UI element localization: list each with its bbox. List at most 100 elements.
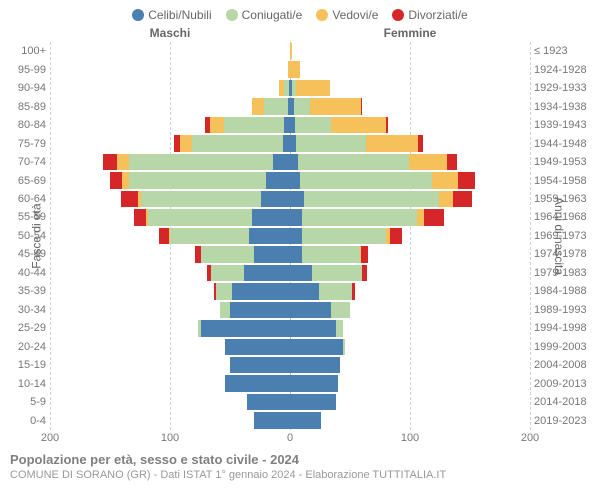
male-bar [214,283,290,299]
x-tick-label: 100 [401,432,419,444]
male-bar [279,80,290,96]
bar-segment [273,154,290,170]
bar-segment [312,265,362,281]
bar-segment [290,412,321,428]
pyramid-row [50,356,530,374]
male-bar [205,117,290,133]
bar-segment [290,172,300,188]
age-label: 15-19 [0,356,50,374]
female-bar [290,154,457,170]
legend-swatch [392,9,404,21]
male-bar [247,394,290,410]
pyramid-row [50,79,530,97]
population-pyramid-chart: Celibi/NubiliConiugati/eVedovi/eDivorzia… [0,0,600,500]
bar-segment [148,209,251,225]
chart-subtitle: COMUNE DI SORANO (GR) - Dati ISTAT 1° ge… [10,469,590,481]
bar-segment [180,135,192,151]
male-bar [254,412,290,428]
bar-segment [266,172,290,188]
bar-segment [254,246,290,262]
bar-segment [129,172,266,188]
bar-segment [290,154,298,170]
male-bar [207,265,290,281]
bar-segment [458,172,475,188]
age-label: 65-69 [0,171,50,189]
x-tick-label: 200 [521,432,539,444]
female-bar [290,191,472,207]
chart-title: Popolazione per età, sesso e stato civil… [10,452,590,467]
bar-segment [170,228,249,244]
birth-label: 2004-2008 [530,356,600,374]
female-bar [290,302,350,318]
legend-swatch [226,9,238,21]
bar-segment [121,191,138,207]
age-label: 80-84 [0,116,50,134]
bars-area [50,42,530,430]
bar-segment [290,357,340,373]
bar-segment [296,135,366,151]
bar-segment [224,117,284,133]
female-bar [290,43,292,59]
bar-segment [300,172,432,188]
bar-segment [290,61,300,77]
bar-segment [361,98,362,114]
x-tick-label: 0 [287,432,293,444]
bar-segment [409,154,447,170]
female-bar [290,98,362,114]
age-label: 70-74 [0,153,50,171]
female-bar [290,117,388,133]
age-label: 0-4 [0,411,50,429]
bar-segment [230,357,290,373]
female-bar [290,265,367,281]
pyramid-row [50,97,530,115]
birth-label: 1989-1993 [530,301,600,319]
age-label: 90-94 [0,79,50,97]
legend-swatch [316,9,328,21]
female-bar [290,375,338,391]
birth-label: 1929-1933 [530,79,600,97]
bar-segment [362,265,367,281]
birth-label: 1949-1953 [530,153,600,171]
x-tick-label: 200 [41,432,59,444]
age-label: 35-39 [0,282,50,300]
legend-label: Divorziati/e [408,8,467,22]
x-axis-ticks: 2001000100200 [50,432,530,446]
male-bar [134,209,290,225]
bar-segment [211,265,245,281]
y-axis-label-left: Fasce di età [30,203,44,268]
bar-segment [247,394,290,410]
birth-label: 1939-1943 [530,116,600,134]
bar-segment [283,135,290,151]
male-bar [159,228,290,244]
bar-segment [261,191,290,207]
age-label: 30-34 [0,301,50,319]
bar-segment [290,191,304,207]
legend-item: Divorziati/e [392,8,467,22]
pyramid-row [50,264,530,282]
x-tick-label: 100 [161,432,179,444]
bar-segment [122,172,129,188]
pyramid-row [50,282,530,300]
age-label: 85-89 [0,97,50,115]
bar-segment [252,98,264,114]
pyramid-row [50,134,530,152]
column-headers: Maschi Femmine [0,26,600,42]
bar-segment [296,80,330,96]
female-bar [290,357,340,373]
bar-segment [361,246,368,262]
bar-segment [201,320,290,336]
bar-segment [110,172,122,188]
female-bar [290,228,402,244]
age-label: 75-79 [0,134,50,152]
pyramid-row [50,208,530,226]
pyramid-row [50,411,530,429]
bar-rows [50,42,530,430]
birth-label: 1999-2003 [530,338,600,356]
age-label: 25-29 [0,319,50,337]
bar-segment [432,172,458,188]
bar-segment [290,375,338,391]
bar-segment [290,283,319,299]
pyramid-row [50,42,530,60]
birth-label: 1944-1948 [530,134,600,152]
pyramid-row [50,245,530,263]
